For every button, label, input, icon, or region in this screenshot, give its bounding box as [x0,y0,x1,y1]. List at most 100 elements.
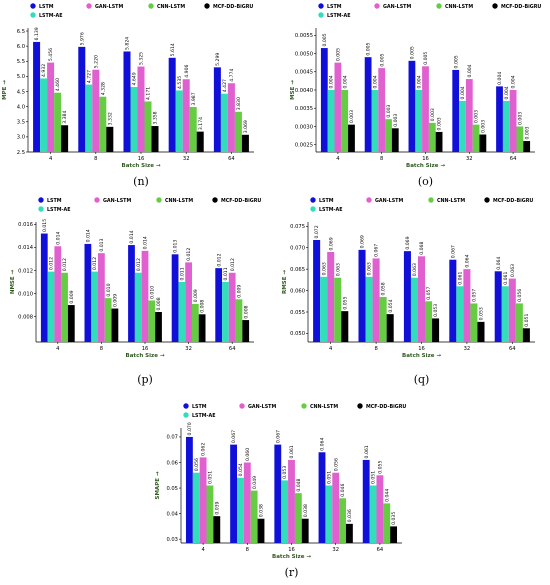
bar-mcf-dd-bigru [345,523,353,543]
data-label: 0.008 [156,297,162,310]
data-label: 0.004 [416,75,422,88]
data-label: 0.072 [314,225,320,238]
data-label: 0.039 [214,501,220,514]
data-label: 0.012 [186,248,192,261]
y-tick-label: 0.0040 [295,88,313,94]
data-label: 0.004 [467,64,473,77]
bar-lstm-ae [369,485,377,543]
bar-mcf-dd-bigru [111,308,119,342]
legend-label: LSTM-AE [319,207,343,213]
data-label: 0.056 [333,458,339,471]
bar-lstm-ae [459,100,466,152]
legend-marker [30,3,36,9]
y-tick-label: 0.075 [290,224,305,230]
bar-lstm [274,444,282,543]
bar-lstm [364,57,372,153]
bar-gan-lstm [378,68,386,152]
bar-cnn-lstm [341,90,349,152]
x-axis-label: Batch Size → [122,163,161,169]
bar-gan-lstm [422,66,429,152]
bar-lstm [230,444,238,543]
x-tick-label: 64 [229,346,236,352]
data-label: 0.004 [460,86,466,99]
legend: LSTM GAN-LSTM CNN-LSTM MCF-DD-BiGRU LSTM-AE [183,403,406,419]
data-label: 0.060 [245,448,251,461]
data-label: 5.614 [170,43,176,56]
panel-caption: (p) [137,373,153,386]
x-axis-label: Batch Size → [402,353,441,359]
legend-label: GAN-LSTM [248,404,276,410]
x-tick-label: 4 [201,547,205,553]
data-label: 0.063 [412,263,418,276]
legend-marker [183,403,189,409]
data-label: 0.013 [173,240,179,253]
bar-cnn-lstm [294,493,302,543]
data-label: 3.830 [236,97,242,110]
x-axis-label: Batch Size → [126,353,165,359]
y-tick-label: 6.0 [17,44,25,50]
bar-lstm-ae [175,90,183,152]
data-label: 0.003 [437,117,443,130]
legend-marker [156,197,162,203]
data-label: 0.063 [321,262,327,275]
bar-mcf-dd-bigru [213,516,221,543]
data-label: 0.038 [259,504,265,517]
bar-lstm-ae [130,87,138,152]
y-tick-label: 0.07 [166,435,178,441]
data-label: 6.139 [34,27,40,40]
y-axis-label: MSE → [290,80,296,100]
bar-gan-lstm [327,252,335,342]
data-label: 0.069 [405,236,411,249]
bar-lstm [128,245,135,342]
bar-mcf-dd-bigru [67,305,75,342]
data-label: 0.061 [503,272,509,285]
x-tick-label: 32 [466,156,473,162]
bar-lstm [171,254,179,342]
x-tick-label: 16 [138,156,145,162]
bar-gan-lstm [243,462,251,543]
legend: LSTM GAN-LSTM CNN-LSTM MCF-DD-BiGRU LSTM-AE [30,3,253,19]
bar-cnn-lstm [104,298,112,342]
x-tick-label: 8 [246,547,249,553]
bar-cnn-lstm [189,107,197,152]
bar-gan-lstm [228,272,236,342]
data-label: 4.774 [229,68,235,81]
data-label: 0.012 [92,257,98,270]
bar-mcf-dd-bigru [241,134,249,152]
bar-lstm-ae [415,90,423,152]
legend-marker [318,12,324,18]
y-tick-label: 0.008 [18,314,33,320]
bar-gan-lstm [288,459,295,543]
data-label: 4.328 [100,82,106,95]
data-label: 5.824 [125,37,131,50]
data-label: 5.976 [79,32,85,45]
bar-mcf-dd-bigru [198,314,206,342]
bar-mcf-dd-bigru [242,320,250,342]
bar-lstm-ae [47,271,55,342]
legend-marker [38,206,44,212]
data-label: 0.056 [194,458,200,471]
y-tick-label: 0.0045 [295,70,313,76]
bar-gan-lstm [92,69,100,152]
legend-label: LSTM [39,4,54,10]
x-tick-label: 4 [329,346,333,352]
data-label: 0.064 [465,254,471,267]
bar-lstm [78,46,86,153]
y-tick-label: 4.0 [17,104,25,110]
y-tick-label: 6.5 [17,29,25,35]
legend-marker [374,3,380,9]
bar-cnn-lstm [148,300,156,342]
bar-mcf-dd-bigru [341,311,349,342]
data-label: 4.906 [184,65,190,78]
bar-gan-lstm [141,250,149,342]
data-label: 0.054 [388,299,394,312]
data-label: 0.013 [99,238,105,251]
bar-lstm-ae [178,282,186,342]
bar-mcf-dd-bigru [301,518,309,543]
y-tick-label: 3.0 [17,135,25,141]
y-tick-label: 0.010 [18,291,33,297]
data-label: 0.038 [303,504,309,517]
x-tick-label: 32 [185,346,192,352]
data-label: 0.064 [496,257,502,270]
bar-gan-lstm [463,269,471,342]
